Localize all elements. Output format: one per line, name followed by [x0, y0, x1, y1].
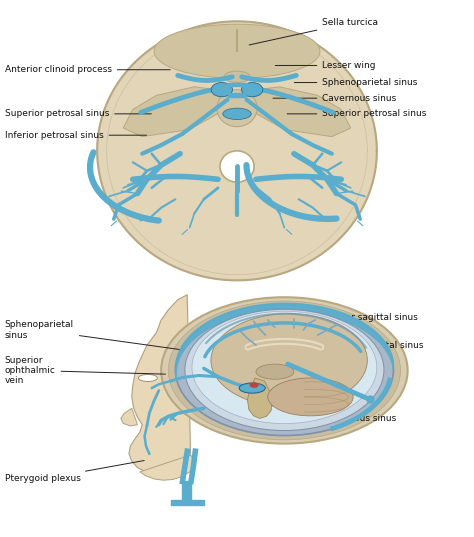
Polygon shape: [246, 87, 351, 136]
Text: Anterior clinoid process: Anterior clinoid process: [5, 65, 170, 74]
Ellipse shape: [223, 108, 251, 120]
Ellipse shape: [217, 90, 257, 127]
Polygon shape: [129, 295, 191, 474]
Ellipse shape: [192, 311, 377, 424]
Text: Superior sagittal sinus: Superior sagittal sinus: [322, 340, 424, 353]
Polygon shape: [140, 455, 194, 480]
Ellipse shape: [161, 297, 408, 444]
Ellipse shape: [239, 383, 265, 393]
Ellipse shape: [224, 71, 250, 83]
Polygon shape: [247, 378, 272, 418]
Text: Superior petrosal sinus: Superior petrosal sinus: [5, 110, 151, 118]
Text: Sphenoparietal
sinus: Sphenoparietal sinus: [5, 321, 182, 350]
Ellipse shape: [211, 83, 232, 97]
Ellipse shape: [268, 378, 353, 416]
Text: Sphenoparietal sinus: Sphenoparietal sinus: [294, 78, 418, 87]
Ellipse shape: [154, 24, 320, 78]
Polygon shape: [123, 87, 228, 136]
Ellipse shape: [241, 83, 263, 97]
Ellipse shape: [185, 309, 384, 431]
Ellipse shape: [138, 374, 157, 381]
Text: Lesser wing: Lesser wing: [275, 61, 376, 70]
Ellipse shape: [211, 314, 367, 407]
Text: Cavernous sinus: Cavernous sinus: [273, 93, 397, 103]
Text: Superior petrosal sinus: Superior petrosal sinus: [287, 110, 427, 118]
Polygon shape: [97, 21, 377, 280]
Ellipse shape: [175, 304, 393, 436]
Text: Inferior sagittal sinus: Inferior sagittal sinus: [306, 313, 418, 335]
Circle shape: [250, 383, 258, 387]
Text: Superior
ophthalmic
vein: Superior ophthalmic vein: [5, 355, 165, 386]
Text: Straight sinus: Straight sinus: [322, 378, 385, 386]
Ellipse shape: [220, 151, 254, 182]
Text: Inferior petrosal sinus: Inferior petrosal sinus: [5, 130, 146, 140]
Text: Cavernous sinus: Cavernous sinus: [283, 400, 397, 423]
Ellipse shape: [168, 301, 401, 440]
Polygon shape: [121, 408, 137, 426]
Text: Sella turcica: Sella turcica: [249, 18, 378, 45]
Text: Pterygoid plexus: Pterygoid plexus: [5, 461, 144, 483]
Ellipse shape: [256, 364, 294, 379]
